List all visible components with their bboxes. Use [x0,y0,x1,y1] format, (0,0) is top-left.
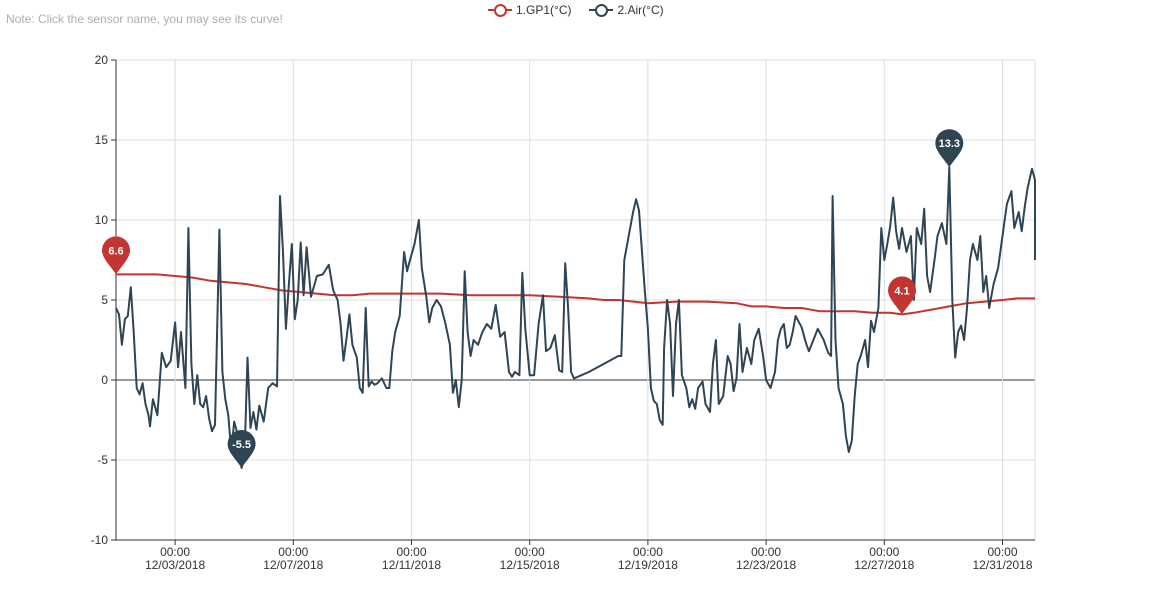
marker-pin [935,129,964,168]
y-tick-label: -10 [91,533,109,547]
y-tick-label: 0 [101,373,108,387]
legend-label-gp1: 1.GP1(°C) [516,3,572,17]
y-tick-label: 10 [95,213,109,227]
x-tick-date: 12/23/2018 [736,558,796,572]
x-tick-time: 00:00 [869,545,899,559]
legend-swatch-gp1 [488,4,512,17]
series-line-air [115,166,1036,469]
marker-pin [227,430,256,468]
legend-item-gp1[interactable]: 1.GP1(°C) [488,3,571,17]
y-tick-label: 5 [101,293,108,307]
x-tick-time: 00:00 [633,545,663,559]
x-tick-time: 00:00 [160,545,190,559]
marker-label: -5.5 [232,439,251,451]
y-tick-label: 20 [95,53,109,67]
marker-label: 4.1 [894,285,909,297]
marker-label: 6.6 [108,245,123,257]
legend-swatch-air [589,4,614,17]
x-tick-date: 12/11/2018 [382,558,441,572]
x-tick-date: 12/19/2018 [618,558,678,572]
legend-label-air: 2.Air(°C) [617,3,664,17]
x-tick-date: 12/15/2018 [500,558,560,572]
x-tick-date: 12/03/2018 [145,558,205,572]
hint-note: Note: Click the sensor name, you may see… [6,12,283,26]
marker-pin [102,236,130,275]
series-line-gp1 [116,273,1035,316]
y-tick-label: -5 [97,453,108,467]
x-tick-time: 00:00 [278,545,308,559]
x-tick-time: 00:00 [987,545,1017,559]
x-tick-date: 12/27/2018 [854,558,914,572]
legend-item-air[interactable]: 2.Air(°C) [589,3,664,17]
chart-legend: 1.GP1(°C) 2.Air(°C) [488,3,664,17]
x-tick-time: 00:00 [515,545,545,559]
marker-pin [888,276,917,315]
x-tick-date: 12/31/2018 [972,558,1032,572]
y-tick-label: 15 [95,133,109,147]
x-tick-time: 00:00 [396,545,426,559]
x-tick-time: 00:00 [751,545,781,559]
x-tick-date: 12/07/2018 [263,558,323,572]
marker-label: 13.3 [939,138,960,150]
